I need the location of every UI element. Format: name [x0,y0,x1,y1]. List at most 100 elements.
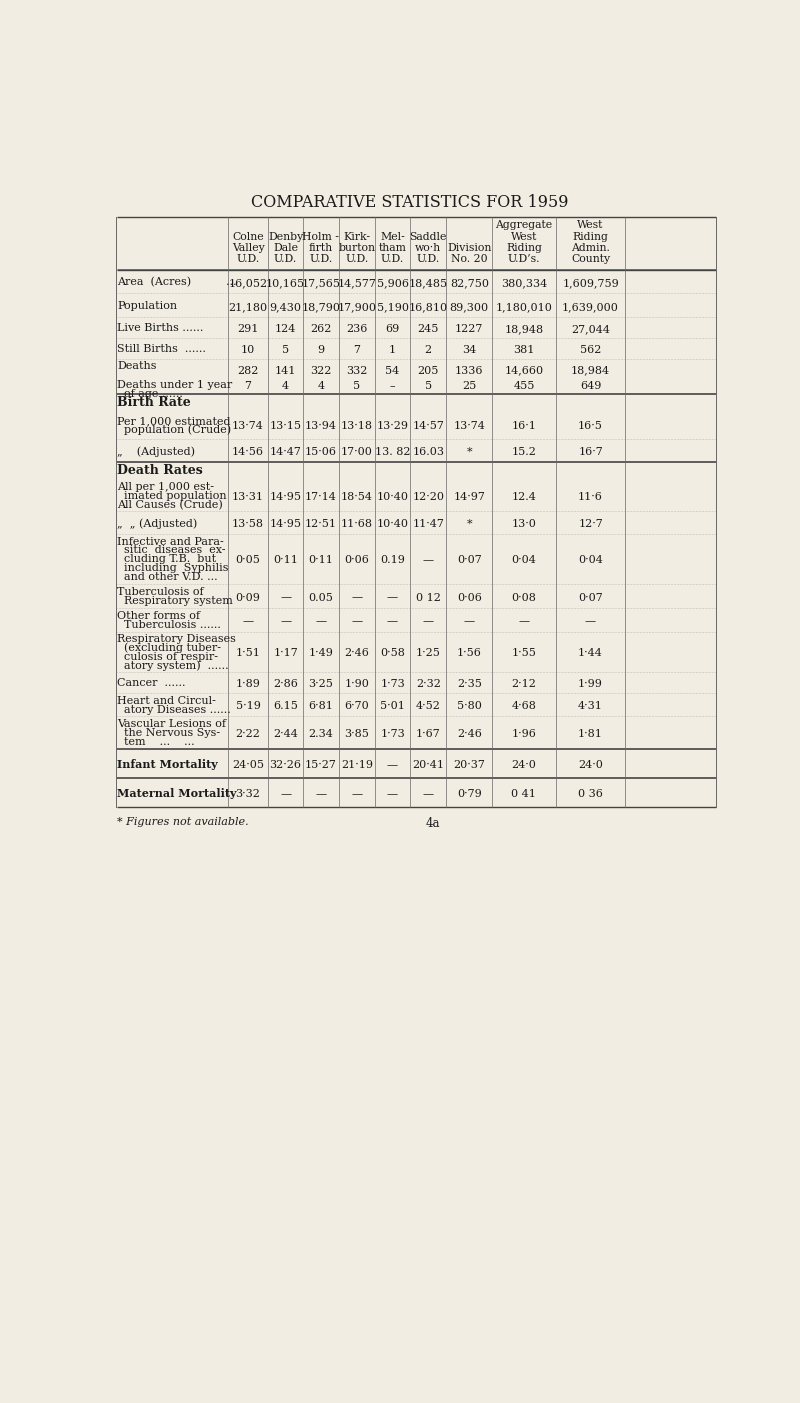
Text: 4: 4 [318,380,325,391]
Text: „    (Adjusted): „ (Adjusted) [117,446,195,457]
Text: U.D.: U.D. [346,254,369,264]
Text: 282: 282 [238,366,258,376]
Text: Area  (Acres)          ...: Area (Acres) ... [117,278,237,288]
Text: 1·17: 1·17 [274,648,298,658]
Text: Per 1,000 estimated: Per 1,000 estimated [117,415,230,427]
Text: Population: Population [117,302,177,311]
Text: 5·01: 5·01 [380,702,405,711]
Text: 15·06: 15·06 [305,448,337,457]
Text: *: * [466,519,472,529]
Text: 0·11: 0·11 [273,556,298,565]
Text: U.D.: U.D. [237,254,260,264]
Text: 13·29: 13·29 [377,421,409,431]
Text: 10: 10 [241,345,255,355]
Text: 12.4: 12.4 [511,492,536,502]
Text: burton: burton [338,243,375,253]
Text: Division: Division [447,243,491,253]
Text: 4·31: 4·31 [578,702,603,711]
Text: Saddle: Saddle [410,231,447,241]
Text: 124: 124 [275,324,296,334]
Text: —: — [242,616,254,627]
Text: 1·56: 1·56 [457,648,482,658]
Text: 34: 34 [462,345,477,355]
Text: 1·90: 1·90 [345,679,370,689]
Text: 2·22: 2·22 [235,730,261,739]
Text: U.D’s.: U.D’s. [508,254,540,264]
Text: Aggregate: Aggregate [495,220,553,230]
Text: —: — [585,616,596,627]
Text: 10·40: 10·40 [377,519,409,529]
Text: Dale: Dale [273,243,298,253]
Text: 1·81: 1·81 [578,730,603,739]
Text: 1336: 1336 [455,366,483,376]
Text: 13·94: 13·94 [305,421,337,431]
Text: 14·97: 14·97 [454,492,486,502]
Text: 12·7: 12·7 [578,519,603,529]
Text: 1227: 1227 [455,324,483,334]
Text: Mel-: Mel- [380,231,405,241]
Text: 25: 25 [462,380,477,391]
Text: 2·32: 2·32 [416,679,441,689]
Text: 0·07: 0·07 [578,592,603,603]
Text: 1·73: 1·73 [380,679,405,689]
Text: 291: 291 [238,324,258,334]
Text: —: — [280,616,291,627]
Text: 13·74: 13·74 [232,421,264,431]
Text: 2·35: 2·35 [457,679,482,689]
Text: U.D.: U.D. [310,254,333,264]
Text: atory system)  ......: atory system) ...... [117,661,229,671]
Text: 1·25: 1·25 [416,648,441,658]
Text: Admin.: Admin. [571,243,610,253]
Text: 6·70: 6·70 [345,702,370,711]
Text: 10,165: 10,165 [266,278,305,288]
Text: 245: 245 [418,324,439,334]
Text: 18,984: 18,984 [571,366,610,376]
Text: —: — [422,616,434,627]
Text: 1·89: 1·89 [235,679,261,689]
Text: 15·27: 15·27 [305,759,337,770]
Text: 6·81: 6·81 [309,702,334,711]
Text: 2·44: 2·44 [273,730,298,739]
Text: 15.2: 15.2 [511,448,536,457]
Text: West: West [510,231,537,241]
Text: 5·80: 5·80 [457,702,482,711]
Text: 0·09: 0·09 [235,592,261,603]
Text: 12·20: 12·20 [412,492,444,502]
Text: *: * [466,448,472,457]
Text: 236: 236 [346,324,368,334]
Text: 6.15: 6.15 [273,702,298,711]
Text: 1·49: 1·49 [309,648,334,658]
Text: wo·h: wo·h [415,243,442,253]
Text: sitic  diseases  ex-: sitic diseases ex- [117,546,226,556]
Text: Birth Rate: Birth Rate [117,396,191,408]
Text: 0.19: 0.19 [380,556,405,565]
Text: 1·73: 1·73 [380,730,405,739]
Text: 18,948: 18,948 [504,324,543,334]
Text: 1·96: 1·96 [511,730,536,739]
Text: Infective and Para-: Infective and Para- [117,536,224,547]
Text: 1,609,759: 1,609,759 [562,278,619,288]
Text: (excluding tuber-: (excluding tuber- [117,643,221,654]
Text: 2·46: 2·46 [345,648,370,658]
Text: 16·5: 16·5 [578,421,603,431]
Text: 17·00: 17·00 [341,448,373,457]
Text: 20·41: 20·41 [412,759,444,770]
Text: —: — [422,788,434,798]
Text: 13·58: 13·58 [232,519,264,529]
Text: 0·05: 0·05 [235,556,261,565]
Text: 1·51: 1·51 [235,648,261,658]
Text: 11·47: 11·47 [412,519,444,529]
Text: 14·56: 14·56 [232,448,264,457]
Text: 0.05: 0.05 [309,592,334,603]
Text: —: — [518,616,530,627]
Text: 1: 1 [389,345,396,355]
Text: U.D.: U.D. [274,254,298,264]
Text: 4·52: 4·52 [416,702,441,711]
Text: 24·05: 24·05 [232,759,264,770]
Text: 562: 562 [580,345,602,355]
Text: 16,810: 16,810 [409,302,448,311]
Text: 205: 205 [418,366,439,376]
Text: Colne: Colne [232,231,264,241]
Text: –: – [390,380,395,391]
Text: 16,052: 16,052 [229,278,267,288]
